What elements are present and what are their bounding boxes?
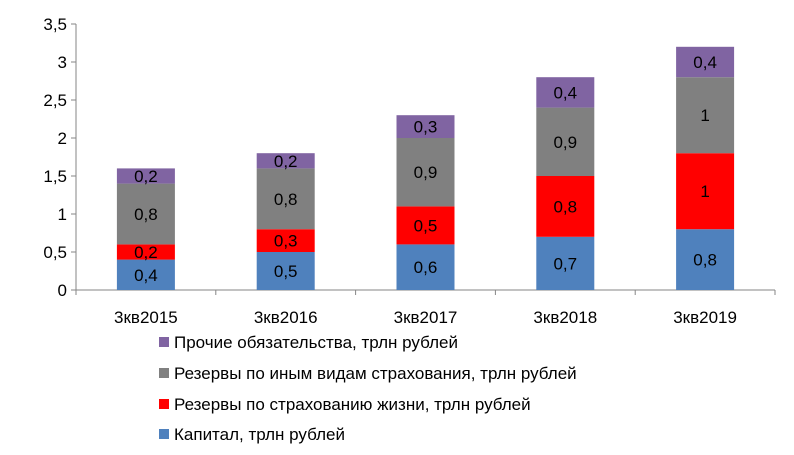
data-label: 0,2 xyxy=(134,167,158,186)
legend-label: Прочие обязательства, трлн рублей xyxy=(174,333,458,352)
legend-swatch xyxy=(159,368,169,378)
bar-segment xyxy=(536,107,595,176)
data-label: 0,3 xyxy=(414,118,438,137)
y-tick-label: 3,5 xyxy=(43,15,67,34)
data-label: 0,9 xyxy=(553,133,577,152)
y-tick-label: 1 xyxy=(58,205,67,224)
data-label: 0,4 xyxy=(553,83,577,102)
data-label: 0,7 xyxy=(553,254,577,273)
legend-swatch xyxy=(159,337,169,347)
data-label: 0,5 xyxy=(274,262,298,281)
x-tick-label: 3кв2018 xyxy=(533,308,597,327)
data-label: 0,3 xyxy=(274,232,298,251)
data-label: 0,2 xyxy=(134,243,158,262)
bar-segment xyxy=(256,153,315,169)
data-label: 0,9 xyxy=(414,163,438,182)
y-tick-label: 3 xyxy=(58,53,67,72)
legend-swatch xyxy=(159,399,169,409)
bar-segment xyxy=(396,115,455,138)
bar-segment xyxy=(256,168,315,230)
legend-label: Резервы по страхованию жизни, трлн рубле… xyxy=(174,395,531,414)
legend-label: Капитал, трлн рублей xyxy=(174,425,345,444)
bar-segment xyxy=(676,46,735,78)
data-label: 1 xyxy=(700,106,709,125)
legend-label: Резервы по иным видам страхования, трлн … xyxy=(174,364,577,383)
y-tick-label: 1,5 xyxy=(43,167,67,186)
y-tick-label: 2,5 xyxy=(43,91,67,110)
bar-segment xyxy=(116,259,175,290)
x-tick-label: 3кв2016 xyxy=(254,308,318,327)
legend-swatch xyxy=(159,429,169,439)
data-label: 0,8 xyxy=(274,190,298,209)
bar-segment xyxy=(536,176,595,237)
x-tick-label: 3кв2019 xyxy=(673,308,737,327)
data-label: 0,2 xyxy=(274,152,298,171)
x-tick-label: 3кв2015 xyxy=(114,308,178,327)
bar-segment xyxy=(676,153,735,230)
data-label: 0,8 xyxy=(553,197,577,216)
bar-segment xyxy=(536,77,595,108)
data-label: 0,4 xyxy=(134,266,158,285)
y-tick-label: 2 xyxy=(58,129,67,148)
bar-segment xyxy=(116,168,175,184)
y-tick-label: 0,5 xyxy=(43,243,67,262)
bar-segment xyxy=(256,229,315,252)
bar-segment xyxy=(116,183,175,245)
data-label: 1 xyxy=(700,182,709,201)
bar-segment xyxy=(676,229,735,290)
bar-segment xyxy=(396,244,455,290)
data-label: 0,8 xyxy=(134,205,158,224)
bar-segment xyxy=(116,244,175,260)
bar-segment xyxy=(396,138,455,207)
y-tick-label: 0 xyxy=(58,281,67,300)
bar-segment xyxy=(676,77,735,154)
data-label: 0,4 xyxy=(693,53,717,72)
bar-segment xyxy=(256,252,315,290)
data-label: 0,8 xyxy=(693,251,717,270)
x-tick-label: 3кв2017 xyxy=(394,308,458,327)
data-label: 0,5 xyxy=(414,216,438,235)
bar-segment xyxy=(396,206,455,245)
data-label: 0,6 xyxy=(414,258,438,277)
bar-segment xyxy=(536,236,595,290)
